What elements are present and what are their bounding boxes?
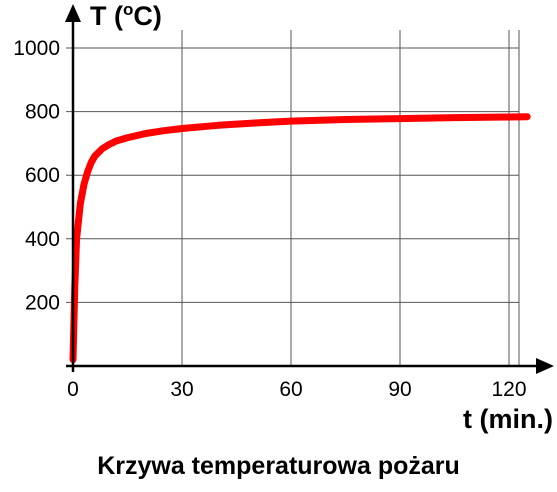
x-axis-title: t (min.) (463, 404, 553, 434)
y-tick-labels: 200 400 600 800 1000 (13, 37, 60, 314)
x-tick-label: 60 (279, 378, 302, 401)
y-tick-label: 200 (25, 291, 60, 314)
x-tick-label: 30 (170, 378, 193, 401)
grid (66, 30, 520, 366)
y-axis-arrow (65, 4, 81, 22)
x-tick-label: 90 (388, 378, 411, 401)
y-tick-label: 1000 (13, 37, 60, 60)
x-tick-label: 0 (67, 378, 79, 401)
chart-caption: Krzywa temperaturowa pożaru (97, 452, 460, 480)
axes (65, 4, 554, 374)
temperature-chart: 0 30 60 90 120 200 400 600 800 1000 T (oC) t (mi… (13, 0, 554, 434)
y-axis-title: T (oC) (90, 0, 162, 31)
y-tick-label: 400 (25, 228, 60, 251)
temperature-curve (69, 113, 531, 364)
x-tick-label: 120 (491, 378, 526, 401)
y-tick-label: 600 (25, 164, 60, 187)
y-tick-label: 800 (25, 101, 60, 124)
x-axis-arrow (536, 358, 554, 374)
x-tick-labels: 0 30 60 90 120 (67, 378, 526, 401)
